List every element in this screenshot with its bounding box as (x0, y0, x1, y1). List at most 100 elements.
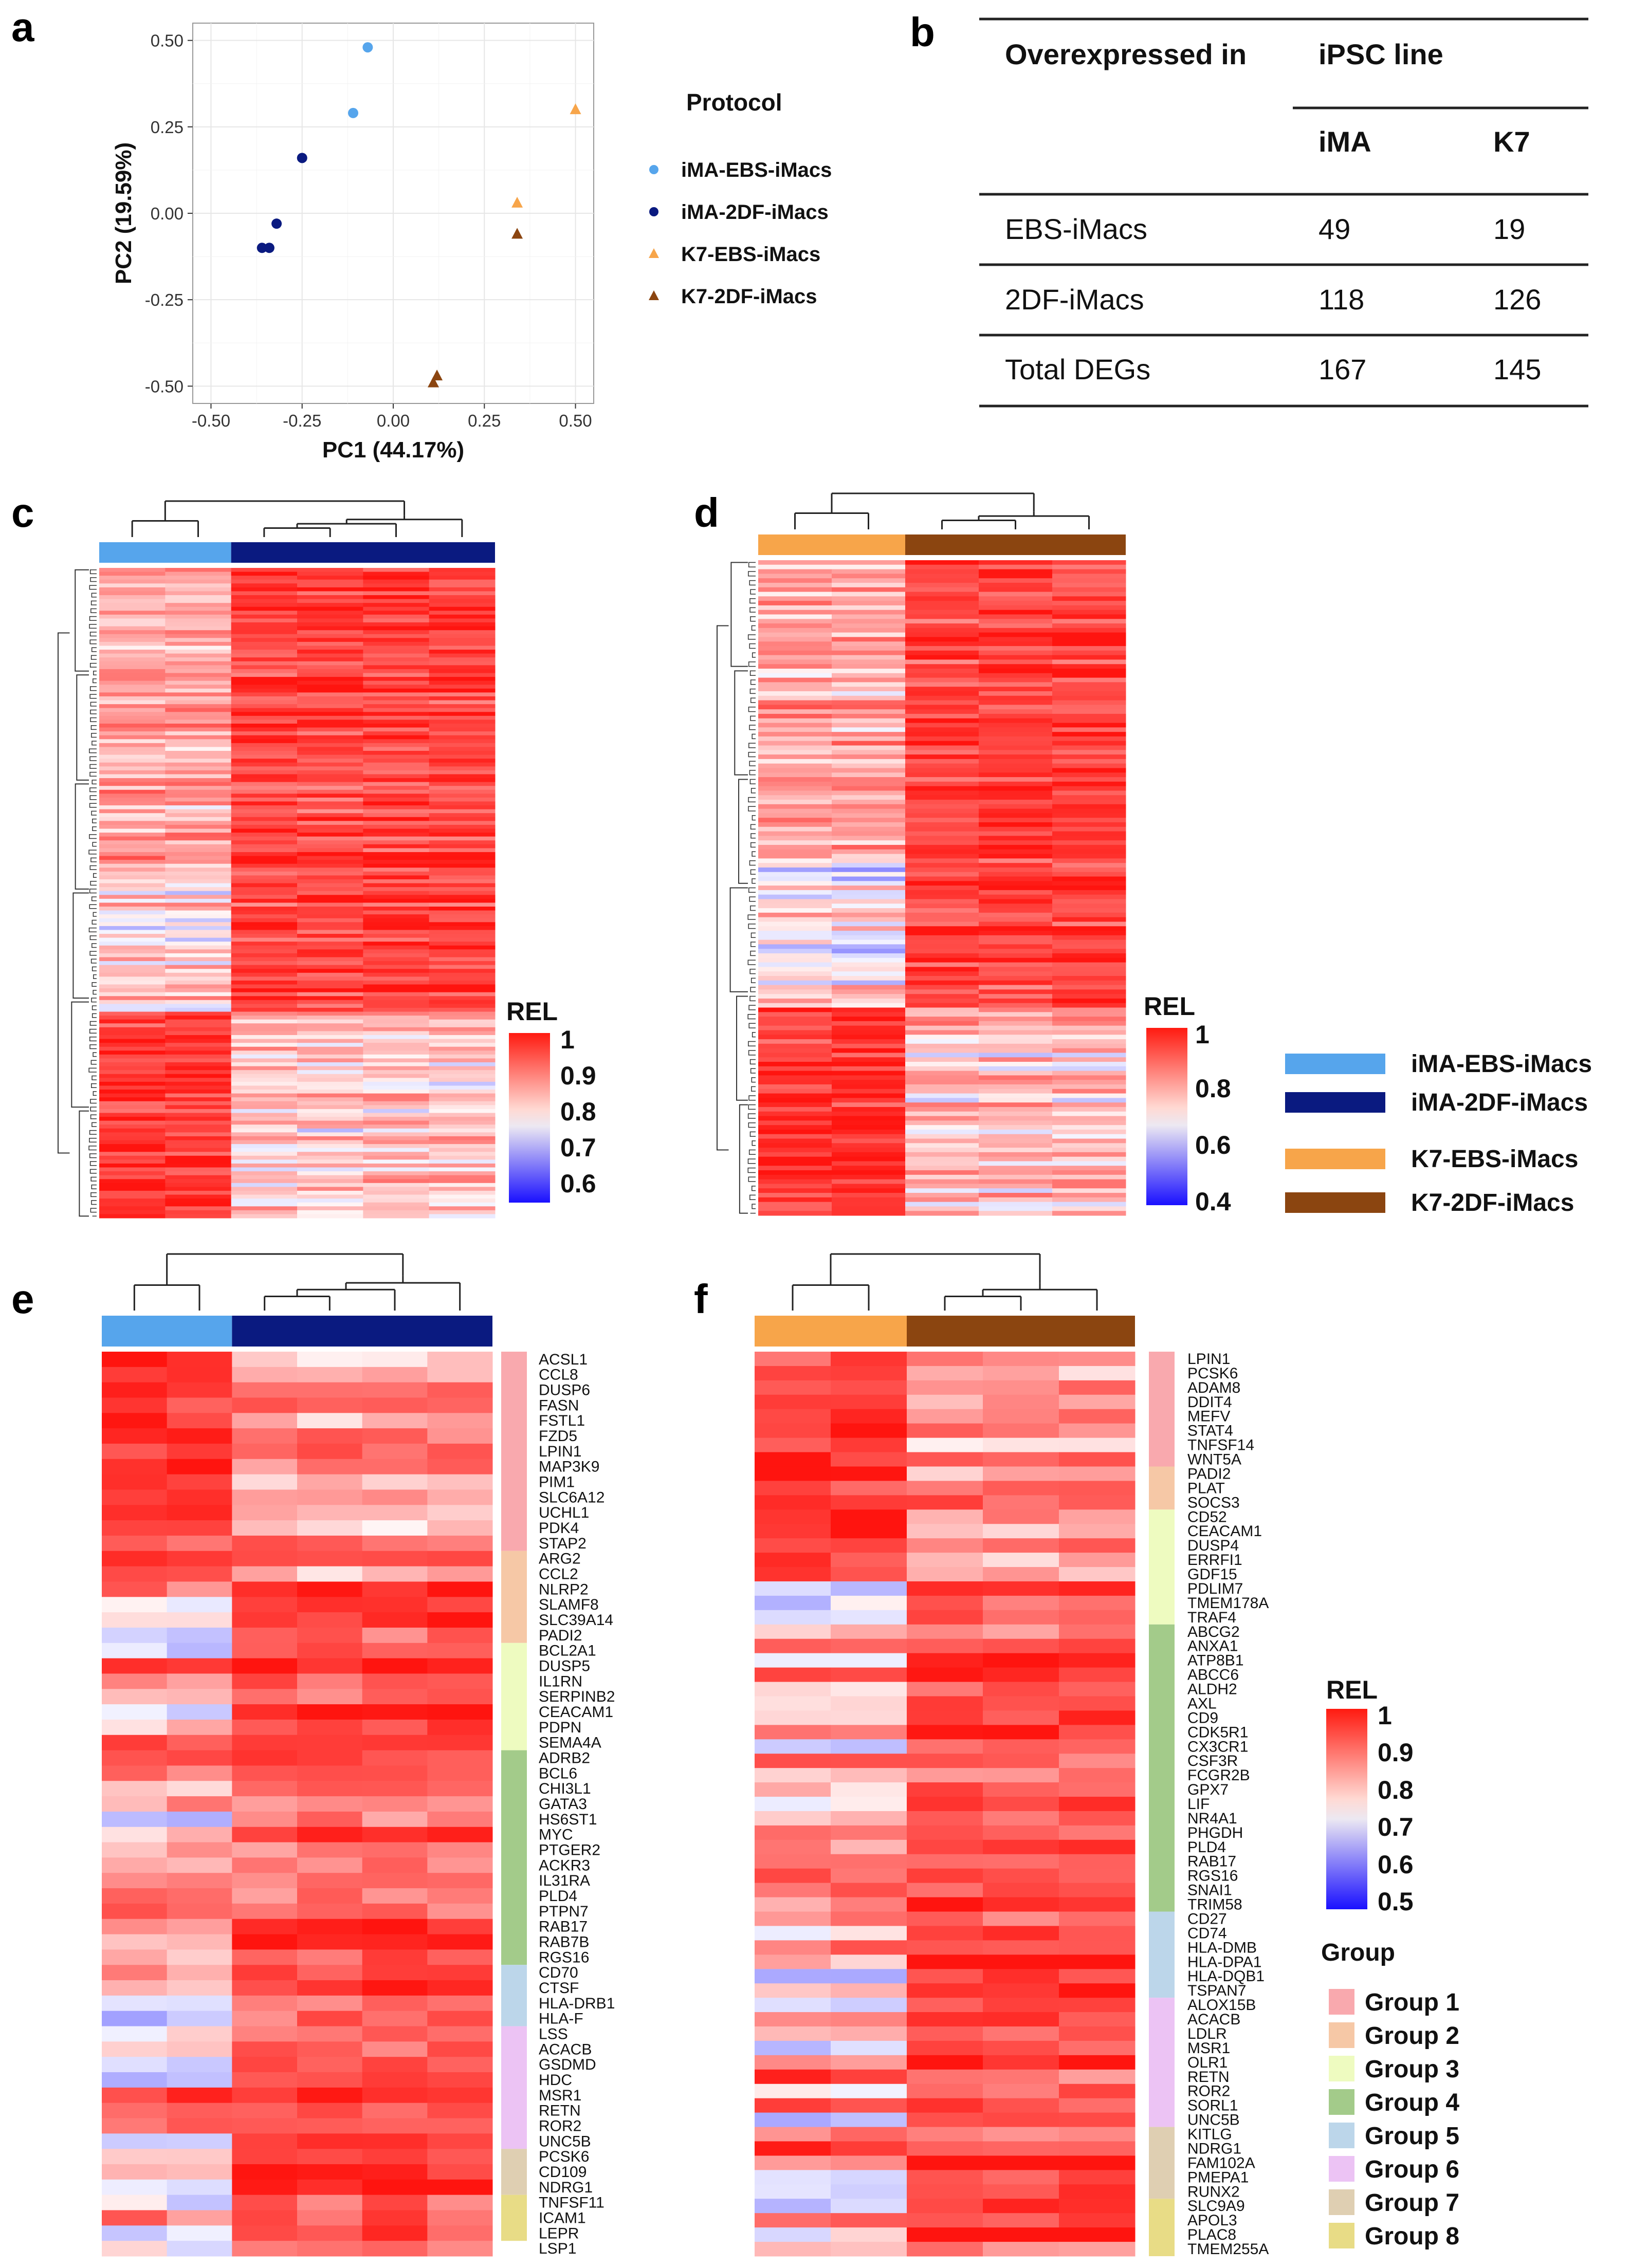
heatmap-cell (427, 1352, 493, 1368)
heatmap-cell (165, 1050, 232, 1055)
gene-group-bar (501, 1551, 527, 1643)
heatmap-cell (297, 930, 363, 934)
heatmap-cell (297, 821, 363, 825)
pca-legend-title: Protocol (686, 89, 782, 116)
heatmap-cell (429, 910, 496, 915)
gene-label: MEFV (1187, 1408, 1230, 1425)
heatmap-cell (758, 709, 832, 714)
heatmap-cell (1059, 1423, 1135, 1439)
heatmap-cell (429, 1198, 496, 1203)
dendrogram-branch (89, 865, 97, 870)
heatmap-cell (165, 922, 232, 927)
heatmap-cell (165, 1159, 232, 1164)
dendrogram-branch (90, 702, 97, 707)
heatmap-cell (905, 754, 979, 760)
heatmap-cell (427, 1627, 493, 1644)
heatmap-cell (232, 1995, 298, 2012)
heatmap-cell (831, 1667, 907, 1683)
heatmap-cell (232, 1735, 298, 1751)
heatmap-cell (165, 739, 232, 744)
heatmap-cell (755, 1998, 831, 2013)
heatmap-cell (831, 1710, 907, 1725)
dendrogram-branch (91, 1005, 97, 1010)
dendrogram-branch (749, 995, 756, 1002)
heatmap-cell (297, 630, 363, 635)
heatmap-cell (1052, 1012, 1126, 1017)
dendrogram-branch (89, 951, 97, 956)
gene-label: HLA-DRB1 (539, 1995, 615, 2012)
heatmap-cell (979, 587, 1053, 593)
heatmap-cell (102, 1474, 168, 1490)
heatmap-cell (102, 1934, 168, 1950)
heatmap-cell (429, 723, 496, 728)
heatmap-cell (167, 1873, 232, 1889)
heatmap-cell (362, 1903, 428, 1920)
heatmap-cell (1052, 1043, 1126, 1049)
heatmap-cell (1052, 1138, 1126, 1144)
heatmap-cell (1059, 1524, 1135, 1539)
heatmap-cell (831, 1452, 907, 1467)
heatmap-cell (297, 778, 363, 783)
heatmap-cell (429, 1004, 496, 1008)
heatmap-cell (979, 903, 1053, 909)
heatmap-cell (758, 1102, 832, 1108)
heatmap-cell (167, 1643, 232, 1659)
heatmap-cell (297, 751, 363, 755)
heatmap-cell (905, 899, 979, 904)
heatmap-cell (905, 628, 979, 633)
heatmap-cell (832, 741, 906, 746)
heatmap-cell (99, 821, 166, 825)
heatmap-cell (832, 953, 906, 958)
heatmap-cell (979, 1111, 1053, 1117)
heatmap-cell (429, 708, 496, 712)
heatmap-cell (231, 1187, 298, 1191)
heatmap-cell (1052, 669, 1126, 674)
heatmap-cell (363, 910, 430, 915)
heatmap-cell (231, 739, 298, 744)
heatmap-cell (979, 800, 1053, 805)
heatmap-cell (429, 653, 496, 658)
colorbar-tick: 0.6 (1195, 1131, 1231, 1159)
heatmap-cell (297, 996, 363, 1001)
heatmap-cell (297, 1765, 363, 1781)
heatmap-cell (99, 1167, 166, 1172)
heatmap-cell (99, 1163, 166, 1168)
gene-group-bar (501, 2149, 527, 2195)
heatmap-cell (99, 1117, 166, 1121)
heatmap-cell (983, 1624, 1059, 1639)
heatmap-cell (297, 634, 363, 638)
heatmap-cell (297, 2133, 363, 2149)
heatmap-cell (231, 828, 298, 833)
heatmap-cell (231, 945, 298, 950)
heatmap-cell (905, 1156, 979, 1161)
heatmap-cell (231, 1132, 298, 1137)
heatmap-cell (165, 992, 232, 997)
heatmap-cell (427, 2149, 493, 2165)
heatmap-cell (983, 1581, 1059, 1596)
heatmap-cell (99, 856, 166, 860)
heatmap-cell (905, 772, 979, 778)
heatmap-cell (832, 664, 906, 669)
heatmap-cell (905, 1184, 979, 1189)
heatmap-cell (99, 1128, 166, 1133)
gene-label: ERRFI1 (1187, 1552, 1242, 1569)
heatmap-cell (905, 881, 979, 886)
heatmap-cell (979, 682, 1053, 687)
heatmap-cell (905, 592, 979, 597)
dendrogram-branch (749, 896, 756, 902)
dendrogram-branch (90, 1192, 97, 1197)
heatmap-cell (758, 1035, 832, 1040)
heatmap-cell (165, 848, 232, 853)
heatmap-cell (363, 868, 430, 872)
heatmap-cell (363, 961, 430, 966)
heatmap-cell (758, 1134, 832, 1139)
column-group-bar (231, 542, 496, 563)
heatmap-cell (99, 953, 166, 957)
dendrogram-branch (89, 1028, 97, 1034)
heatmap-cell (363, 595, 430, 600)
heatmap-cell (832, 1007, 906, 1012)
heatmap-cell (363, 1046, 430, 1051)
dendrogram-branch (736, 995, 748, 1101)
heatmap-cell (907, 2112, 983, 2128)
heatmap-cell (758, 854, 832, 859)
